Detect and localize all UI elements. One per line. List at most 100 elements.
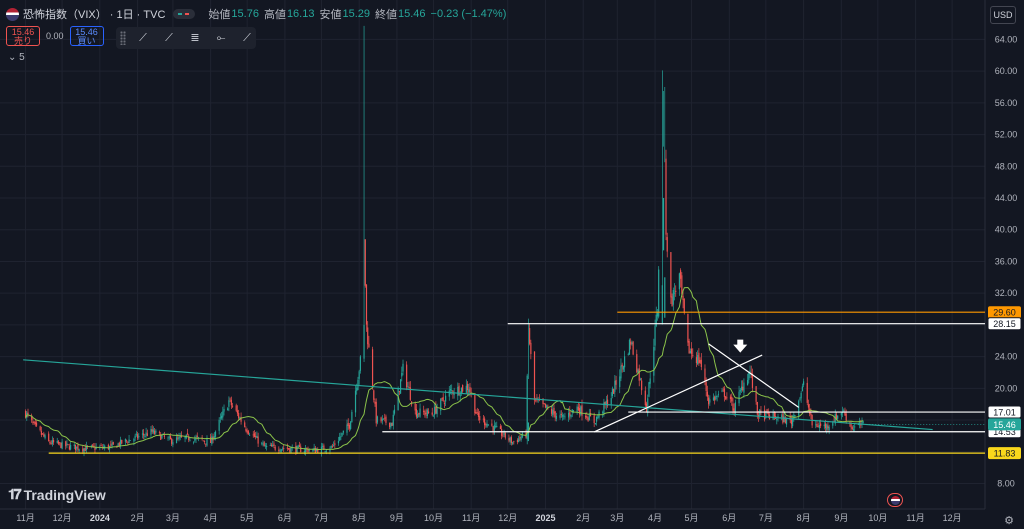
candle-body xyxy=(111,443,113,447)
candle-body xyxy=(367,327,369,345)
candle-body xyxy=(145,432,147,435)
indicator-toggle[interactable]: ⌄ 5 xyxy=(8,52,25,63)
candle-body xyxy=(442,397,444,401)
candle-body xyxy=(658,269,660,317)
candle-body xyxy=(68,446,71,450)
candle-body xyxy=(487,424,489,426)
settings-gear-icon[interactable]: ⚙ xyxy=(1004,515,1014,527)
horizontal-ray-icon[interactable]: ⟜ xyxy=(216,32,226,44)
candle xyxy=(802,378,805,388)
candle xyxy=(257,432,259,447)
candle-body xyxy=(297,445,299,447)
drag-handle-icon[interactable] xyxy=(120,31,126,45)
candle xyxy=(564,412,566,420)
candle xyxy=(393,404,396,416)
candle-body xyxy=(533,351,536,401)
candle xyxy=(150,425,152,438)
market-status-icon[interactable] xyxy=(173,9,196,19)
chart-grid xyxy=(0,0,986,510)
candle-body xyxy=(189,440,191,442)
candle xyxy=(398,390,400,396)
candle xyxy=(100,443,102,447)
candle xyxy=(665,149,667,241)
sell-button[interactable]: 15.46 売り xyxy=(6,26,40,46)
candle-body xyxy=(709,399,711,403)
candle xyxy=(816,420,818,428)
candle xyxy=(307,446,309,454)
candle xyxy=(238,409,240,422)
extended-line-icon[interactable]: ⟋ xyxy=(243,32,251,44)
candle xyxy=(363,25,365,362)
candle xyxy=(510,435,512,446)
candle xyxy=(766,408,768,414)
time-axis[interactable]: 11月 12月 2024 2月 3月 4月 5月 6月 7月 8月 9月 10月 11月 12月 2025 2… xyxy=(16,513,961,523)
candle-body xyxy=(44,435,46,439)
trendline-tool-icon[interactable]: ⟋ xyxy=(139,32,147,44)
candle xyxy=(380,416,382,424)
candle xyxy=(317,447,319,453)
candle xyxy=(675,285,677,297)
candle-body xyxy=(219,417,221,419)
last-price-box xyxy=(988,418,1021,431)
candle xyxy=(783,412,785,423)
candle-body xyxy=(628,339,631,355)
candle xyxy=(596,416,598,426)
candle xyxy=(789,411,791,424)
candle xyxy=(351,409,353,423)
candle xyxy=(760,406,762,416)
candle-body xyxy=(789,415,791,421)
candle xyxy=(644,386,646,409)
candle xyxy=(382,418,385,421)
candle xyxy=(151,425,153,434)
candle xyxy=(772,409,774,421)
candle-body xyxy=(329,449,331,452)
candle-body xyxy=(65,441,67,447)
candle xyxy=(567,407,570,422)
candle-body xyxy=(516,440,519,443)
candle-body xyxy=(289,448,291,452)
candle-body xyxy=(435,406,437,414)
currency-selector[interactable]: USD xyxy=(990,6,1016,24)
candle-body xyxy=(34,422,36,425)
candle-body xyxy=(287,448,290,450)
candle-body xyxy=(716,396,718,397)
candle-body xyxy=(611,388,614,396)
candle xyxy=(40,426,42,438)
candle xyxy=(552,404,554,418)
candle-body xyxy=(238,412,240,419)
region-flag-icon[interactable] xyxy=(887,493,903,507)
candle xyxy=(245,426,247,433)
candle xyxy=(690,342,693,360)
candle-body xyxy=(714,396,716,401)
candle xyxy=(749,365,751,379)
candle xyxy=(466,381,469,396)
candle-body xyxy=(832,422,834,426)
candle xyxy=(364,239,366,288)
candle xyxy=(52,437,55,445)
candle-body xyxy=(499,426,502,429)
candle xyxy=(197,436,200,442)
candle-body xyxy=(107,444,109,450)
symbol-title[interactable]: 恐怖指数（VIX） · 1日 · TVC xyxy=(23,9,166,21)
candle-body xyxy=(491,423,493,426)
candle xyxy=(425,408,427,419)
candle-body xyxy=(393,409,396,414)
candle xyxy=(167,436,169,441)
candle-body xyxy=(154,430,156,434)
candle xyxy=(697,350,699,366)
fib-tool-icon[interactable]: ≣ xyxy=(190,32,200,44)
candle-body xyxy=(160,433,162,440)
candle-body xyxy=(270,444,273,447)
candle-body xyxy=(70,445,72,450)
candle-body xyxy=(559,415,561,418)
candle-body xyxy=(477,412,480,417)
candle xyxy=(631,340,633,346)
candle xyxy=(840,412,842,420)
candle-body xyxy=(690,348,693,354)
ray-tool-icon[interactable]: ⟋ xyxy=(165,32,173,44)
candle xyxy=(85,441,88,454)
buy-button[interactable]: 15.46 買い xyxy=(69,26,104,46)
candle xyxy=(721,388,723,393)
